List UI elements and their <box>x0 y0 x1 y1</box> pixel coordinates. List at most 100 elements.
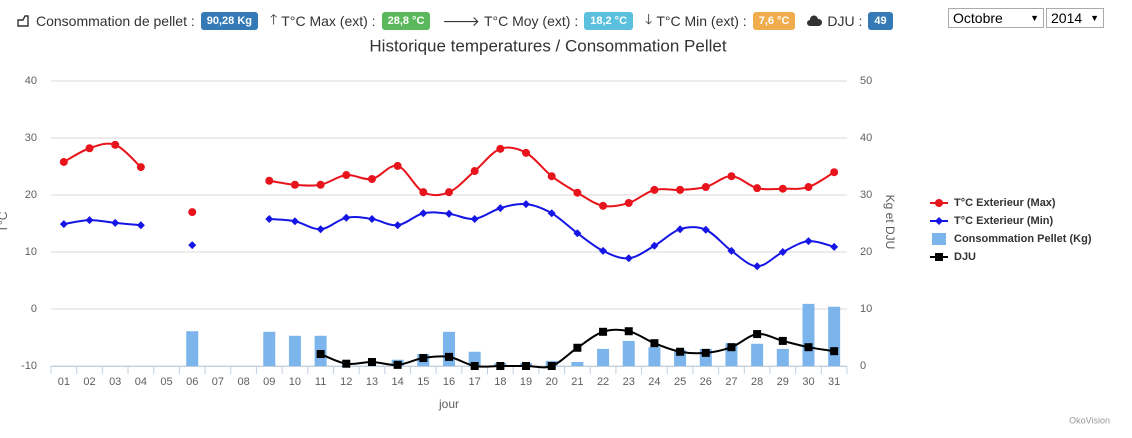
point <box>778 184 787 193</box>
point <box>599 246 608 255</box>
bar <box>699 348 712 366</box>
y-tick-label: 10 <box>25 246 37 258</box>
point <box>496 362 505 370</box>
y2-tick-label: 0 <box>860 360 866 372</box>
point <box>935 253 943 261</box>
x-tick-label: 08 <box>237 376 249 388</box>
point <box>727 343 736 352</box>
x-tick-label: 24 <box>648 376 660 388</box>
point <box>701 348 710 357</box>
point <box>624 254 633 263</box>
point <box>573 188 582 197</box>
point <box>599 327 608 336</box>
point <box>676 347 685 356</box>
point <box>624 327 633 336</box>
x-tick-label: 23 <box>623 376 635 388</box>
bar <box>468 351 481 366</box>
point <box>753 184 762 193</box>
x-tick-label: 27 <box>725 376 737 388</box>
max-stat: 🡑 T°C Max (ext) : 28,8 °C <box>270 9 431 33</box>
point <box>470 362 479 370</box>
bar <box>674 350 687 366</box>
point <box>599 201 608 210</box>
bar <box>520 363 533 366</box>
x-tick-label: 17 <box>469 376 481 388</box>
point <box>188 208 197 217</box>
bar <box>545 360 558 366</box>
point <box>830 168 839 177</box>
y2-tick-label: 30 <box>860 189 872 201</box>
point <box>804 343 813 352</box>
badge: 7,6 °C <box>752 12 796 30</box>
line <box>63 142 835 208</box>
point <box>624 198 633 207</box>
point <box>445 209 453 218</box>
point <box>290 180 299 189</box>
bar <box>494 363 507 366</box>
x-tick-label: 10 <box>289 376 301 388</box>
line <box>320 328 835 369</box>
x-tick-label: 26 <box>700 376 712 388</box>
select-value: Octobre <box>953 10 1003 26</box>
x-tick-label: 11 <box>315 376 326 388</box>
x-tick-label: 29 <box>777 376 789 388</box>
year-select[interactable]: 2014 ▼ <box>1046 8 1104 28</box>
point <box>342 213 351 222</box>
x-tick-label: 06 <box>186 376 198 388</box>
point <box>778 248 787 256</box>
y2-tick-label: 20 <box>860 246 872 258</box>
badge: 28,8 °C <box>381 12 431 30</box>
bar <box>828 306 841 366</box>
point <box>316 350 325 359</box>
point <box>650 339 659 348</box>
y-tick-label: 0 <box>31 303 37 315</box>
label: DJU : <box>827 13 863 29</box>
x-tick-label: 30 <box>802 376 814 388</box>
y2-tick-label: 50 <box>860 75 872 87</box>
point <box>727 246 736 255</box>
point <box>522 200 531 209</box>
legend-label: Consommation Pellet (Kg) <box>954 233 1092 245</box>
point <box>753 330 762 339</box>
x-tick-label: 31 <box>828 376 840 388</box>
x-tick-label: 16 <box>443 376 455 388</box>
bar <box>597 348 610 366</box>
x-tick-label: 09 <box>263 376 275 388</box>
month-select[interactable]: Octobre ▼ <box>948 8 1044 28</box>
point <box>188 241 197 250</box>
x-tick-label: 01 <box>58 376 70 388</box>
bar <box>802 303 815 366</box>
point <box>393 360 402 369</box>
point <box>367 214 376 223</box>
point <box>445 188 453 197</box>
y-tick-label: 40 <box>25 75 37 87</box>
point <box>445 352 453 361</box>
bar <box>186 331 199 366</box>
point <box>419 354 428 363</box>
y2-axis-label: Kg et DJU <box>883 195 897 250</box>
x-tick-label: 18 <box>494 376 506 388</box>
point <box>393 161 402 170</box>
point <box>547 172 556 181</box>
point <box>573 229 582 238</box>
point <box>676 185 685 194</box>
header: Consommation de pellet : 90,28 Kg 🡑 T°C Ma… <box>16 9 905 33</box>
line <box>63 202 835 268</box>
label: T°C Moy (ext) : <box>483 13 579 29</box>
x-tick-label: 13 <box>366 376 378 388</box>
point <box>265 214 274 223</box>
y-tick-label: 20 <box>25 189 37 201</box>
badge: 49 <box>868 12 893 30</box>
y-axis-label: T°C <box>0 211 10 232</box>
label: Consommation de pellet : <box>36 13 195 29</box>
point <box>804 183 813 192</box>
point <box>470 167 479 176</box>
icon: 🡑 <box>270 11 278 27</box>
icon: 🡓 <box>645 11 653 27</box>
point <box>111 218 120 227</box>
point <box>701 225 710 234</box>
bar <box>648 347 661 366</box>
point <box>522 148 531 157</box>
